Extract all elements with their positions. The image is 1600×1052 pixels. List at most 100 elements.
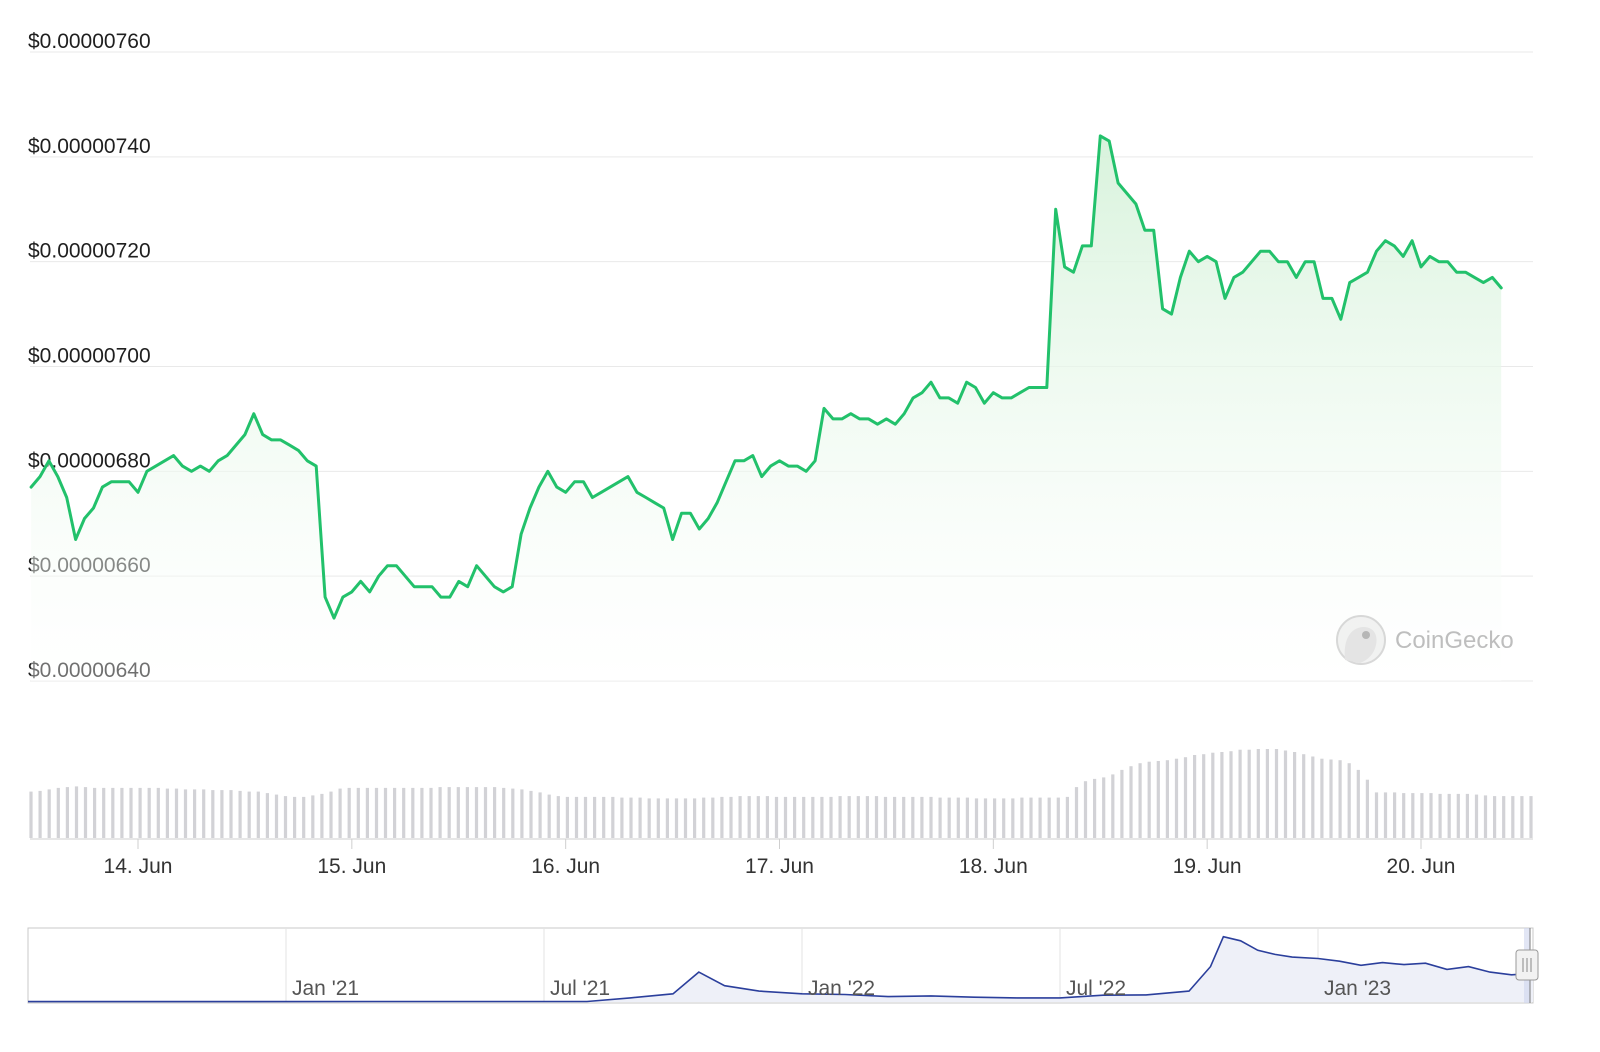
volume-bar <box>1011 798 1015 838</box>
volume-bar <box>829 796 833 838</box>
volume-bar <box>574 796 579 838</box>
volume-bar <box>1374 792 1379 838</box>
volume-bar <box>1465 793 1469 838</box>
volume-bar <box>156 787 160 838</box>
volume-bar <box>511 788 515 838</box>
volume-bar <box>502 787 506 838</box>
navigator-line <box>28 935 1534 1003</box>
volume-bar <box>774 796 779 838</box>
price-line[interactable] <box>29 134 1503 620</box>
volume-bar <box>1502 796 1506 838</box>
price-x-axis: 14. Jun 15. Jun 16. Jun 17. Jun 18. Jun 19. J… <box>104 839 1455 878</box>
volume-bar <box>356 787 360 838</box>
volume-bar <box>1183 757 1188 838</box>
volume-bar <box>556 796 560 838</box>
volume-bar <box>1511 796 1515 838</box>
volume-bar <box>438 787 442 838</box>
volume-bar <box>202 789 206 838</box>
volume-bar <box>320 793 324 838</box>
volume-bar <box>1002 798 1006 838</box>
volume-bar <box>1211 752 1215 838</box>
volume-bar <box>120 787 124 838</box>
volume-bar <box>565 796 569 838</box>
volume-bar <box>1493 796 1497 838</box>
gecko-eye-shape <box>1362 631 1370 639</box>
volume-bar <box>1429 793 1433 838</box>
volume-bar <box>374 787 379 838</box>
volume-bar <box>711 797 715 838</box>
volume-bar <box>647 798 651 838</box>
volume-bar <box>929 796 933 838</box>
volume-bar <box>756 796 760 838</box>
volume-bar <box>1456 793 1460 838</box>
volume-bar <box>729 796 733 838</box>
volume-bar <box>1402 793 1406 838</box>
volume-bar <box>429 787 433 838</box>
volume-bar <box>265 793 269 838</box>
volume-bar <box>1320 758 1324 838</box>
volume-bar <box>338 788 342 838</box>
volume-bar <box>665 798 669 838</box>
volume-bar <box>956 797 960 838</box>
volume-bar <box>65 787 69 838</box>
volume-bar <box>183 789 188 838</box>
volume-bar <box>1093 778 1097 838</box>
volume-bar <box>802 796 806 838</box>
x-tick-label: 18. Jun <box>959 855 1028 878</box>
volume-bar <box>1274 749 1279 838</box>
volume-bar <box>656 798 660 838</box>
volume-bar <box>620 797 624 838</box>
volume-bar <box>993 798 997 838</box>
volume-bar <box>583 796 588 838</box>
volume-bar <box>483 787 488 838</box>
volume-bar <box>402 787 406 838</box>
volume-bar <box>365 787 369 838</box>
volume-bar <box>1383 792 1388 838</box>
volume-bar <box>493 787 497 838</box>
volume-bar <box>883 796 888 838</box>
volume-bar <box>1202 754 1206 838</box>
volume-bar <box>529 790 533 838</box>
navigator-tick-label: Jan '22 <box>808 977 875 1000</box>
volume-bar <box>765 796 769 838</box>
volume-bar <box>129 787 133 838</box>
volume-bar <box>847 796 851 838</box>
volume-bar <box>911 796 915 838</box>
volume-bar <box>93 787 97 838</box>
volume-bar <box>1074 787 1079 838</box>
x-tick-label: 17. Jun <box>745 855 814 878</box>
volume-bar <box>520 789 524 838</box>
volume-bar <box>256 791 260 838</box>
volume-bar <box>293 796 297 838</box>
volume-bar <box>1520 796 1524 838</box>
volume-bar <box>447 787 451 838</box>
volume-bar <box>238 790 242 838</box>
volume-bar <box>738 796 742 838</box>
volume-bar <box>920 796 924 838</box>
volume-bar <box>1047 797 1051 838</box>
volume-bar <box>274 794 279 838</box>
volume-bar <box>347 787 351 838</box>
volume-bar <box>611 796 615 838</box>
volume-bar <box>856 796 860 838</box>
volume-bar <box>1529 796 1533 838</box>
volume-bar <box>1056 797 1060 838</box>
volume-bar <box>1420 793 1424 838</box>
navigator-x-axis: Jan '21 Jul '21 Jan '22 Jul '22 Jan '23 <box>292 977 1391 1000</box>
navigator-handle[interactable] <box>1515 949 1539 981</box>
volume-bar <box>1238 749 1242 838</box>
volume-bar <box>1193 755 1197 838</box>
volume-bar <box>965 797 969 838</box>
volume-bar <box>1302 754 1306 838</box>
volume-bar <box>547 794 551 838</box>
volume-bar <box>1165 760 1169 838</box>
volume-bar <box>1474 794 1479 838</box>
watermark-label: CoinGecko <box>1395 627 1514 654</box>
volume-bar <box>1311 756 1315 838</box>
volume-bar <box>465 787 469 838</box>
volume-bar <box>938 797 942 838</box>
x-tick-label: 16. Jun <box>531 855 600 878</box>
volume-bar <box>1338 760 1342 838</box>
volume-bar <box>793 796 797 838</box>
range-navigator[interactable]: Jan '21 Jul '21 Jan '22 Jul '22 Jan '23 <box>27 927 1539 1004</box>
